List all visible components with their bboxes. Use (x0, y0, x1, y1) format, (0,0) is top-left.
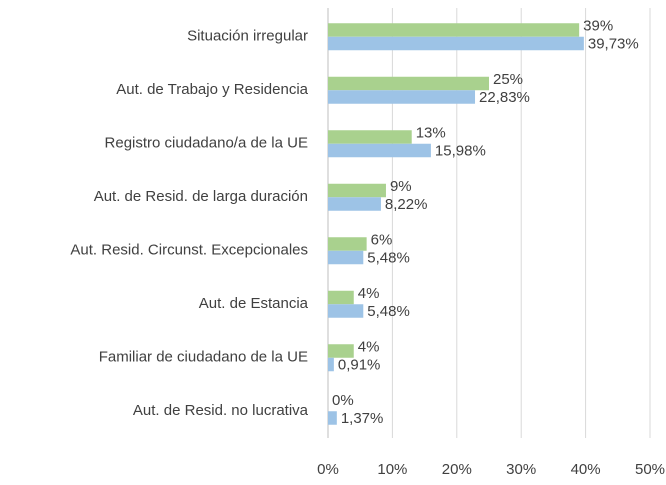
data-label: 22,83% (479, 89, 530, 106)
bar (328, 90, 476, 104)
y-tick-label: Familiar de ciudadano de la UE (99, 349, 308, 366)
bar (328, 250, 364, 265)
y-tick-label: Aut. Resid. Circunst. Excepcionales (70, 242, 308, 259)
data-label: 4% (358, 285, 380, 302)
data-label: 9% (390, 178, 412, 195)
data-label: 39,73% (588, 36, 639, 53)
y-tick-label: Aut. de Trabajo y Residencia (116, 81, 308, 98)
y-tick-label: Aut. de Resid. de larga duración (94, 188, 308, 205)
bar (328, 304, 364, 318)
y-tick-label: Situación irregular (187, 28, 308, 45)
bar (328, 183, 386, 198)
data-label: 13% (416, 125, 446, 142)
bar (328, 411, 337, 425)
bar (328, 76, 489, 91)
data-label: 39% (583, 18, 613, 35)
x-tick-label: 50% (635, 461, 665, 478)
bar (328, 23, 580, 37)
x-tick-label: 40% (571, 461, 601, 478)
x-tick-label: 0% (317, 461, 339, 478)
y-tick-label: Registro ciudadano/a de la UE (105, 135, 308, 152)
bar (328, 290, 354, 305)
bar (328, 357, 334, 372)
data-label: 25% (493, 71, 523, 88)
bar (328, 143, 431, 158)
data-label: 5,48% (367, 303, 410, 320)
data-label: 8,22% (385, 196, 428, 213)
data-label: 0,91% (338, 357, 381, 374)
data-label: 4% (358, 339, 380, 356)
bar (328, 197, 381, 211)
bar (328, 130, 412, 144)
data-label: 5,48% (367, 250, 410, 267)
x-tick-label: 10% (377, 461, 407, 478)
y-tick-label: Aut. de Estancia (199, 295, 309, 312)
x-tick-label: 30% (506, 461, 536, 478)
bar (328, 237, 367, 251)
bar (328, 344, 354, 358)
data-label: 1,37% (341, 410, 384, 427)
x-tick-label: 20% (442, 461, 472, 478)
data-label: 0% (332, 392, 354, 409)
data-label: 15,98% (435, 143, 486, 160)
data-label: 6% (371, 232, 393, 249)
y-tick-label: Aut. de Resid. no lucrativa (133, 402, 309, 419)
bar (328, 36, 584, 51)
